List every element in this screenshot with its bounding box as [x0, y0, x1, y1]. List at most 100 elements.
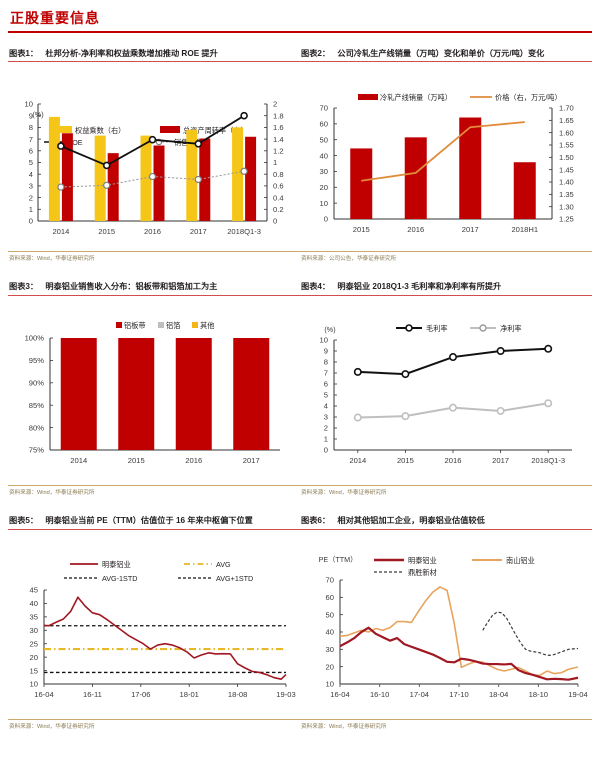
line-series-0	[357, 347, 549, 375]
legend-swatch-volume	[358, 94, 378, 101]
bar-asset-turnover	[245, 136, 257, 222]
chart-1-svg: 权益乘数（右）总资产周转率（右）ROE销售净利率(%)0123456789100…	[25, 100, 284, 236]
axis-label: AVG+1STD	[216, 574, 253, 583]
axis-label: 18-01	[179, 690, 198, 699]
axis-label: 2	[29, 193, 33, 202]
chart-2-legend: 冷轧产线销量（万吨） 价格（右，万元/吨）	[358, 93, 562, 102]
axis-label: 0.2	[273, 205, 284, 214]
axis-label: 10	[320, 336, 328, 345]
axis-label: 20	[326, 662, 334, 671]
line-明泰铝业	[339, 626, 579, 681]
axis-label: 80%	[29, 423, 44, 432]
exhibit-3-rule	[8, 294, 300, 296]
axis-label: 9	[324, 347, 328, 356]
exhibit-4-source-rule	[300, 484, 592, 487]
axis-label: 18-04	[489, 690, 508, 699]
bar-equity-multiplier	[186, 129, 198, 222]
axis-label: AVG-1STD	[102, 574, 137, 583]
exhibit-5-number: 图表5：	[9, 516, 39, 526]
chart-4: (%) 毛利率 净利率 0 1 2 3 4 5 6 7 8 9 10 2014 2015 2016 2017 201…	[300, 298, 592, 483]
exhibit-3: 图表3： 明泰铝业销售收入分布：铝板带和铝箔加工为主 铝板带 铝箔 其他 75% 80%…	[8, 280, 300, 496]
axis-label: 2014	[70, 456, 87, 465]
data-point	[148, 173, 157, 181]
chart-4-legend: 毛利率 净利率	[396, 324, 522, 333]
axis-label: 50	[320, 136, 328, 145]
chart-3: 铝板带 铝箔 其他 75% 80% 85% 90% 95% 100% 2014 2015 2016 20…	[8, 298, 300, 483]
legend-swatch-1	[158, 321, 164, 328]
axis-label: 2018Q1-3	[227, 227, 261, 236]
exhibit-6: 图表6： 相对其他铝加工企业，明泰铝业估值较低 PE（TTM） 明泰铝业 南山铝业鼎…	[300, 514, 592, 730]
data-point	[103, 181, 111, 190]
data-point	[544, 399, 553, 408]
bar-asset-turnover	[153, 145, 165, 222]
axis-label: 1	[273, 158, 277, 167]
axis-label: 0.8	[273, 170, 284, 179]
chart-5-legend: 明泰铝业 AVG AVG-1STD AVG+1STD	[64, 560, 253, 583]
bar-equity-multiplier	[94, 135, 106, 222]
exhibit-2-caption: 公司冷轧生产线销量（万吨）变化和单价（万元/吨）变化	[337, 48, 545, 58]
row-spacer-1	[8, 262, 592, 280]
bar-asset-turnover	[107, 153, 119, 222]
exhibit-5: 图表5： 明泰铝业当前 PE（TTM）估值位于 16 年来中枢偏下位置 明泰铝业…	[8, 514, 300, 730]
bar-cold-rolled-volume	[513, 162, 536, 220]
axis-label: 1.8	[273, 111, 284, 120]
bar-segment-0	[175, 337, 212, 450]
axis-label: 净利率	[500, 324, 522, 333]
exhibit-1-source: 资料来源：Wind，华泰证券研究所	[9, 256, 95, 263]
exhibit-4: 图表4： 明泰铝业 2018Q1-3 毛利率和净利率有所提升 (%) 毛利率 净利率…	[300, 280, 592, 496]
axis-label: 0.6	[273, 182, 284, 191]
exhibit-1-rule	[8, 61, 300, 63]
axis-label: 其他	[200, 321, 214, 330]
axis-label: 40	[320, 151, 328, 160]
data-point	[401, 369, 410, 378]
axis-label: 铝板带	[124, 321, 146, 330]
exhibit-3-source-rule	[8, 484, 300, 487]
axis-label: 70	[326, 575, 334, 584]
axis-label: 1.50	[559, 153, 574, 162]
exhibit-1-number: 图表1：	[9, 48, 39, 58]
axis-label: 毛利率	[426, 324, 448, 333]
axis-label: 17-04	[410, 690, 429, 699]
axis-label: 20	[30, 653, 38, 662]
axis-label: 95%	[29, 356, 44, 365]
bar-equity-multiplier	[232, 127, 244, 222]
title-divider	[8, 31, 592, 33]
axis-label: 18-10	[529, 690, 548, 699]
exhibit-4-source: 资料来源：Wind，华泰证券研究所	[301, 490, 387, 497]
axis-label: 1.60	[559, 128, 574, 137]
row-spacer-2	[8, 496, 592, 514]
page-title: 正股重要信息	[10, 10, 100, 26]
exhibit-2: 图表2： 公司冷轧生产线销量（万吨）变化和单价（万元/吨）变化 冷轧产线销量（万…	[300, 47, 592, 262]
exhibit-5-source-rule	[8, 718, 300, 720]
axis-label: 75%	[29, 446, 44, 455]
axis-label: 8	[29, 123, 33, 132]
exhibit-grid: 图表1： 杜邦分析-净利率和权益乘数增加推动 ROE 提升 权益乘数（右） 总资产…	[8, 47, 592, 730]
data-point	[353, 413, 362, 422]
axis-label: 南山铝业	[506, 556, 535, 565]
axis-label: 0	[324, 215, 328, 224]
chart-3-legend: 铝板带 铝箔 其他	[116, 321, 214, 330]
axis-label: 19-03	[276, 690, 295, 699]
axis-label: 鼎胜新材	[408, 568, 437, 577]
axis-label: 30	[30, 626, 38, 635]
exhibit-6-title: 图表6： 相对其他铝加工企业，明泰铝业估值较低	[300, 514, 592, 529]
axis-label: 16-04	[34, 690, 53, 699]
axis-label: 价格（右，万元/吨）	[495, 93, 562, 102]
axis-label: 总资产周转率（右）	[183, 126, 248, 135]
axis-label: 35	[30, 612, 38, 621]
data-point	[496, 406, 505, 415]
exhibit-3-title: 图表3： 明泰铝业销售收入分布：铝板带和铝箔加工为主	[8, 280, 300, 295]
bar-cold-rolled-volume	[459, 117, 482, 220]
exhibit-1-source-rule	[8, 251, 300, 253]
line-鼎胜新材	[482, 611, 579, 656]
data-point	[449, 403, 458, 412]
data-point	[496, 346, 505, 355]
axis-label: 70	[320, 104, 328, 113]
axis-label: 2016	[407, 225, 424, 234]
exhibit-1: 图表1： 杜邦分析-净利率和权益乘数增加推动 ROE 提升 权益乘数（右） 总资产…	[8, 47, 300, 263]
axis-label: 2015	[397, 456, 414, 465]
data-point	[449, 352, 458, 361]
data-point	[194, 175, 202, 184]
